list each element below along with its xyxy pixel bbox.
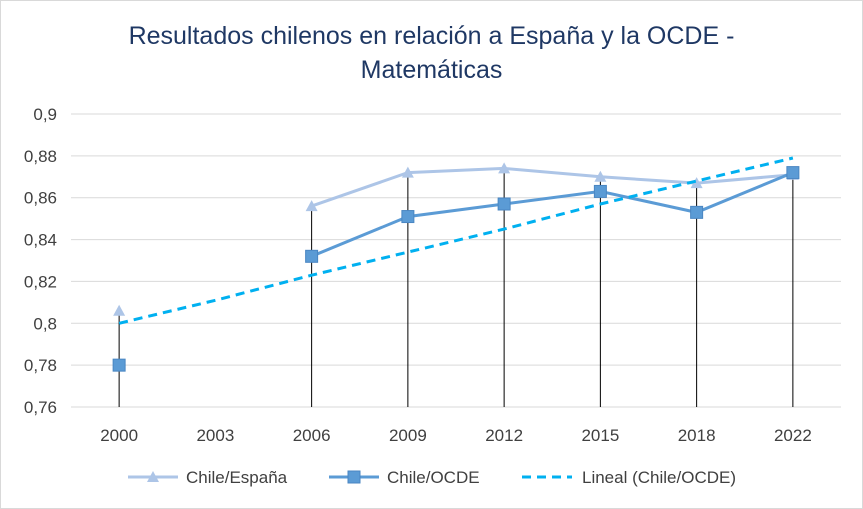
legend-marker-triangle <box>147 471 159 482</box>
data-point-square <box>690 205 704 219</box>
data-point-square <box>401 210 415 224</box>
data-point-triangle <box>594 170 607 182</box>
data-point-square <box>786 166 800 180</box>
y-tick-label: 0,76 <box>24 398 57 417</box>
y-tick-label: 0,86 <box>24 189 57 208</box>
x-tick-label: 2015 <box>581 426 619 445</box>
legend-label: Chile/España <box>186 468 288 487</box>
y-tick-label: 0,8 <box>33 314 57 333</box>
data-point-square <box>112 358 126 372</box>
x-tick-label: 2006 <box>293 426 331 445</box>
y-tick-label: 0,9 <box>33 105 57 124</box>
x-tick-label: 2018 <box>678 426 716 445</box>
y-tick-label: 0,84 <box>24 231 57 250</box>
x-tick-label: 2012 <box>485 426 523 445</box>
legend-label: Chile/OCDE <box>387 468 480 487</box>
series-line-1 <box>311 171 794 258</box>
chart-title-line1: Resultados chilenos en relación a España… <box>128 22 735 50</box>
x-tick-label: 2022 <box>774 426 812 445</box>
data-point-square <box>305 249 319 263</box>
y-tick-label: 0,82 <box>24 272 57 291</box>
data-point-triangle <box>690 177 703 189</box>
legend-marker-square <box>347 470 361 484</box>
y-tick-label: 0,78 <box>24 356 57 375</box>
chart-title: Resultados chilenos en relación a España… <box>1 19 862 87</box>
data-point-square <box>497 197 511 211</box>
data-point-triangle <box>305 200 318 212</box>
x-tick-label: 2009 <box>389 426 427 445</box>
data-point-square <box>593 184 607 198</box>
data-point-triangle <box>498 162 511 174</box>
y-tick-label: 0,88 <box>24 147 57 166</box>
series-line-2 <box>118 156 794 325</box>
x-tick-label: 2000 <box>100 426 138 445</box>
data-point-triangle <box>113 304 126 316</box>
data-point-triangle <box>401 166 414 178</box>
x-tick-label: 2003 <box>196 426 234 445</box>
series-line-0 <box>311 166 794 208</box>
chart-title-line2: Matemáticas <box>360 56 503 84</box>
legend-label: Lineal (Chile/OCDE) <box>582 468 736 487</box>
